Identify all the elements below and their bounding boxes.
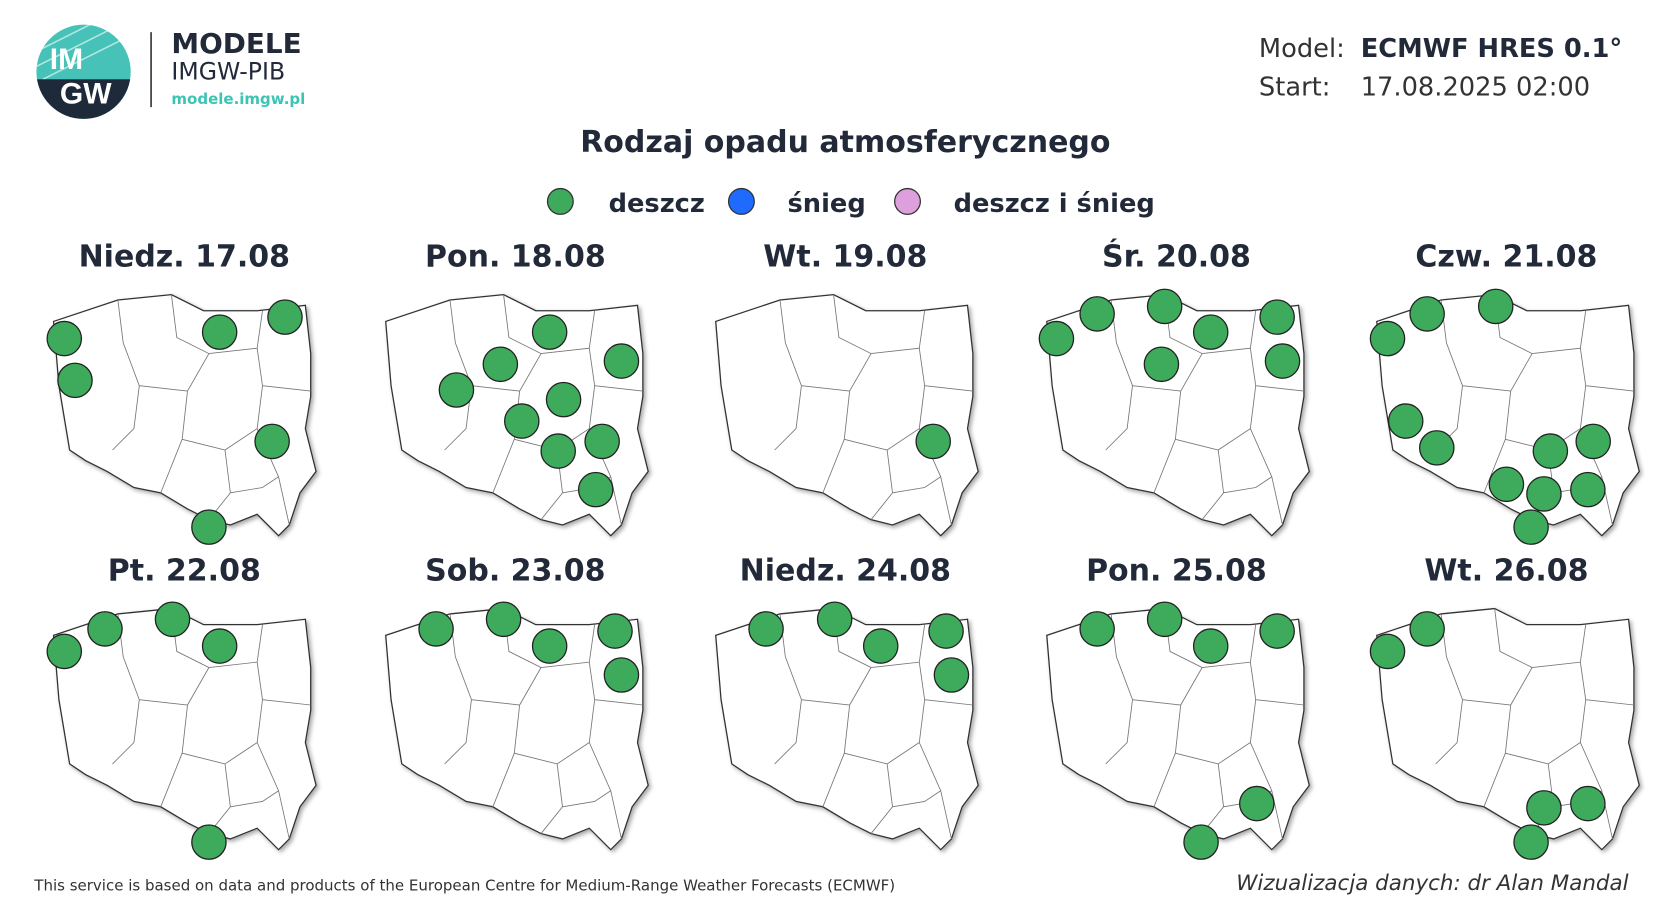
rain-dot xyxy=(1513,824,1549,860)
rain-dot xyxy=(87,611,123,647)
rain-dot xyxy=(191,824,227,860)
rain-dot xyxy=(1146,288,1183,325)
rain-dot xyxy=(46,320,83,357)
rain-dot xyxy=(1183,824,1219,860)
rain-dot xyxy=(597,613,633,649)
rain-dot xyxy=(933,657,970,693)
rain-dot xyxy=(915,423,951,460)
rain-dot xyxy=(531,314,568,350)
source: This service is based on data and produc… xyxy=(33,877,895,895)
rain-dot xyxy=(1477,288,1514,325)
start-label: Start: xyxy=(1259,72,1330,102)
rain-dot xyxy=(1038,320,1075,357)
rain-dot xyxy=(1259,613,1295,649)
rain-dot xyxy=(46,633,83,670)
panel-date: Pt. 22.08 xyxy=(108,554,261,589)
panel-date: Niedz. 24.08 xyxy=(740,554,951,589)
rain-dot xyxy=(438,372,475,408)
legend-label: śnieg xyxy=(788,189,866,219)
rain-dot xyxy=(584,423,620,460)
panel-date: Wt. 26.08 xyxy=(1424,554,1588,589)
rain-dot xyxy=(254,423,290,460)
rain-dot xyxy=(1570,471,1606,508)
rain-dot xyxy=(1079,296,1115,332)
legend-label: deszcz i śnieg xyxy=(954,189,1155,219)
rain-dot xyxy=(267,299,303,335)
logo: IM GW xyxy=(36,24,131,119)
rain-dot xyxy=(577,471,614,508)
rain-dot xyxy=(503,403,540,439)
rain-dot xyxy=(603,657,640,693)
rain-dot xyxy=(201,628,238,664)
map xyxy=(54,609,317,850)
panel-date: Pon. 25.08 xyxy=(1086,554,1267,589)
credit: Wizualizacja danych: dr Alan Mandal xyxy=(1236,871,1628,896)
rain-dot xyxy=(1387,403,1424,439)
rain-dot xyxy=(1192,628,1229,664)
map xyxy=(716,295,979,536)
rain-dot xyxy=(531,628,568,664)
rain-dot xyxy=(1143,346,1180,383)
rain-dot xyxy=(201,314,238,350)
rain-dot xyxy=(1259,299,1295,335)
rain-dot xyxy=(1239,785,1275,822)
rain-dot xyxy=(1264,343,1301,379)
rain-dot xyxy=(1369,633,1406,670)
rain-dot xyxy=(1526,790,1562,826)
rain-dot xyxy=(482,346,519,383)
rain-dot xyxy=(1192,314,1229,350)
rain-dot xyxy=(485,601,522,638)
rain-dot xyxy=(1513,509,1549,545)
start-value: 17.08.2025 02:00 xyxy=(1361,72,1590,102)
rain-dot xyxy=(1575,423,1611,460)
brand: MODELE xyxy=(171,27,301,60)
panel-date: Niedz. 17.08 xyxy=(79,240,290,275)
rain-dot xyxy=(57,362,93,399)
rain-dot xyxy=(862,628,899,664)
rain-dot xyxy=(1146,601,1183,638)
rain-dot xyxy=(1532,433,1569,469)
rain-dot xyxy=(1369,320,1406,357)
rain-dot xyxy=(1526,476,1562,512)
panel-date: Sob. 23.08 xyxy=(425,554,605,589)
legend-label: deszcz xyxy=(609,189,705,219)
rain-dot xyxy=(1409,611,1445,647)
rain-dot xyxy=(1079,611,1115,647)
subbrand: IMGW-PIB xyxy=(171,57,285,85)
logo-text: GW xyxy=(60,77,112,110)
rain-dot xyxy=(1409,296,1445,332)
rain-dot xyxy=(154,601,191,638)
panel-date: Śr. 20.08 xyxy=(1102,238,1251,275)
rain-dot xyxy=(1570,785,1606,822)
model-label: Model: xyxy=(1259,34,1345,64)
url: modele.imgw.pl xyxy=(171,90,305,108)
legend-swatch xyxy=(546,187,574,215)
rain-dot xyxy=(1488,466,1525,503)
rain-dot xyxy=(603,343,640,379)
rain-dot xyxy=(191,509,227,545)
rain-dot xyxy=(928,613,964,649)
panel-date: Czw. 21.08 xyxy=(1415,240,1597,275)
legend-swatch xyxy=(727,187,755,215)
rain-dot xyxy=(816,601,853,638)
rain-dot xyxy=(748,611,784,647)
rain-dot xyxy=(540,433,576,469)
panel-date: Wt. 19.08 xyxy=(763,240,927,275)
rain-dot xyxy=(545,381,582,418)
rain-dot xyxy=(418,611,454,647)
title: Rodzaj opadu atmosferycznego xyxy=(580,125,1110,160)
legend-swatch xyxy=(894,187,921,215)
logo-text: IM xyxy=(50,43,83,76)
model-value: ECMWF HRES 0.1° xyxy=(1361,34,1623,64)
rain-dot xyxy=(1419,430,1455,466)
panel-date: Pon. 18.08 xyxy=(425,240,606,275)
